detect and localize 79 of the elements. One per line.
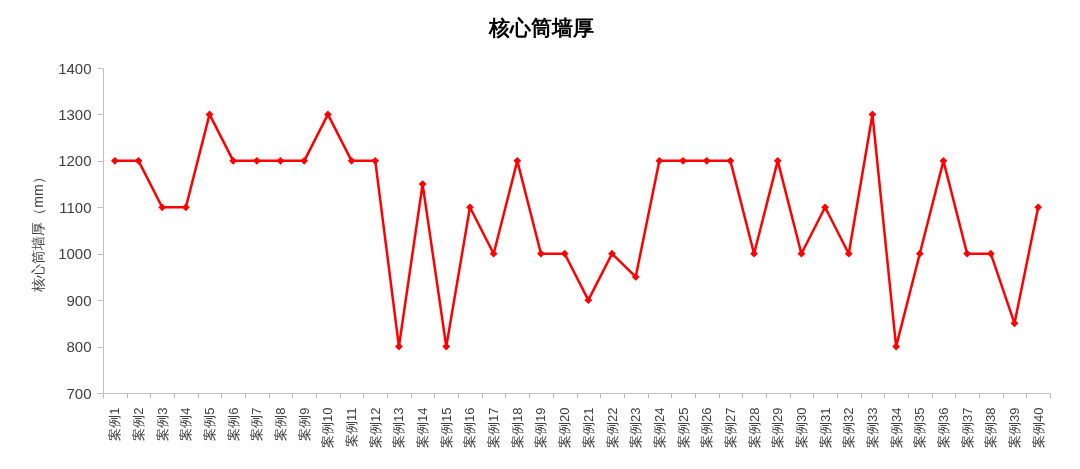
- x-tick-label: 案例27: [722, 407, 738, 448]
- point: [347, 156, 356, 165]
- point: [608, 249, 616, 258]
- x-tick-label: 案例29: [770, 407, 786, 448]
- y-tick-label: 1400: [58, 59, 92, 77]
- x-tick-label: 案例20: [557, 407, 573, 448]
- point: [324, 110, 332, 119]
- point: [726, 156, 735, 165]
- x-tick-label: 案例30: [793, 407, 809, 448]
- x-tick-label: 案例18: [509, 407, 525, 448]
- x-tick-label: 案例32: [841, 407, 857, 448]
- point: [489, 249, 498, 258]
- y-tick-label: 1100: [59, 198, 92, 216]
- x-tick-label: 案例7: [249, 407, 265, 441]
- x-tick-label: 案例14: [415, 407, 431, 448]
- x-tick-label: 案例6: [225, 407, 241, 441]
- x-tick-label: 案例24: [651, 407, 667, 448]
- x-tick-label: 案例12: [367, 407, 383, 448]
- point: [986, 249, 995, 258]
- x-tick-label: 案例11: [344, 407, 360, 447]
- x-tick-label: 案例16: [462, 407, 478, 448]
- x-tick-label: 案例40: [1030, 407, 1046, 448]
- x-tick-label: 案例13: [391, 407, 407, 448]
- point: [655, 156, 664, 165]
- point: [276, 156, 285, 165]
- point: [537, 249, 545, 258]
- x-tick-label: 案例31: [817, 407, 833, 448]
- x-tick-label: 案例17: [486, 407, 502, 448]
- point: [702, 156, 711, 165]
- x-tick-label: 案例4: [178, 407, 194, 441]
- point: [513, 156, 522, 165]
- point: [797, 249, 806, 258]
- point: [915, 249, 924, 258]
- point: [110, 156, 119, 165]
- x-tick-label: 案例23: [628, 407, 644, 448]
- x-tick-label: 案例21: [580, 407, 596, 448]
- x-tick-label: 案例38: [983, 407, 999, 448]
- x-tick-label: 案例3: [154, 407, 170, 441]
- x-tick-label: 案例33: [864, 407, 880, 448]
- point: [1034, 203, 1043, 212]
- point: [560, 249, 569, 258]
- x-tick-label: 案例25: [675, 407, 691, 448]
- y-tick-label: 1300: [58, 105, 92, 123]
- x-tick-label: 案例5: [202, 407, 218, 441]
- chart-title: 核心筒墙厚: [487, 15, 594, 40]
- y-tick-label: 700: [66, 384, 92, 402]
- point: [418, 180, 427, 188]
- y-axis-title: 核心筒墙厚（mm）: [30, 170, 47, 293]
- y-tick-label: 900: [66, 291, 92, 309]
- x-tick-label: 案例9: [296, 407, 312, 441]
- x-tick-label: 案例36: [935, 407, 951, 448]
- point: [253, 156, 261, 165]
- point: [631, 273, 640, 281]
- x-tick-label: 案例26: [699, 407, 715, 448]
- x-tick-label: 案例28: [746, 407, 762, 448]
- x-tick-label: 案例35: [912, 407, 928, 448]
- point: [229, 156, 238, 165]
- y-tick-label: 1200: [58, 152, 92, 170]
- x-tick-label: 案例2: [131, 407, 147, 441]
- y-tick-label: 1000: [58, 245, 92, 263]
- point: [300, 156, 309, 165]
- x-tick-label: 案例15: [438, 407, 454, 448]
- point: [773, 156, 782, 165]
- point: [181, 203, 190, 212]
- point: [371, 156, 380, 165]
- x-tick-label: 案例8: [273, 407, 289, 441]
- x-tick-label: 案例34: [888, 407, 904, 448]
- point: [158, 203, 167, 212]
- x-tick-label: 案例39: [1006, 407, 1022, 448]
- point: [821, 203, 829, 212]
- x-tick-label: 案例37: [959, 407, 975, 448]
- x-tick-label: 案例10: [320, 407, 336, 448]
- y-tick-label: 800: [66, 338, 92, 356]
- x-tick-label: 案例1: [107, 407, 123, 441]
- x-tick-label: 案例22: [604, 407, 620, 448]
- x-tick-label: 案例19: [533, 407, 549, 448]
- point: [679, 156, 687, 165]
- point: [584, 296, 593, 305]
- point: [134, 156, 143, 165]
